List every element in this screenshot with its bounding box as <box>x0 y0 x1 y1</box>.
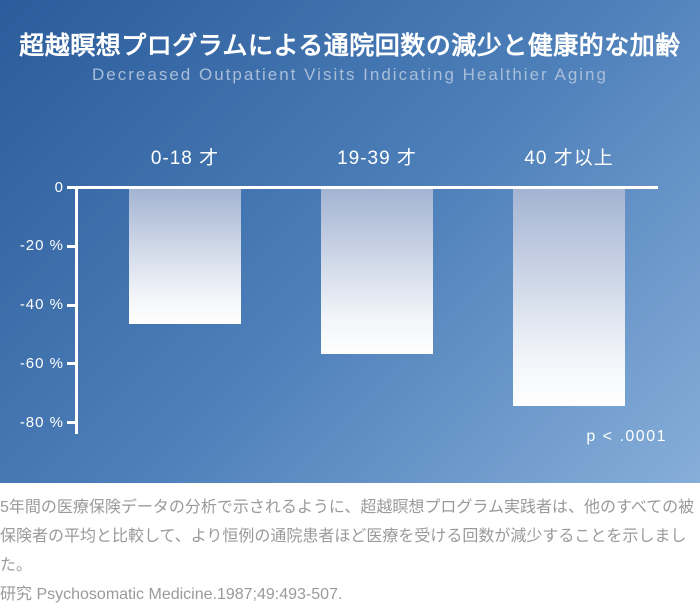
y-tick-label: -80 % <box>19 413 64 431</box>
y-tick <box>67 362 77 366</box>
bar <box>129 189 241 325</box>
p-value-annotation: p < .0001 <box>586 428 667 445</box>
y-tick-label: -40 % <box>19 296 64 313</box>
footer-reference-text: 研究 Psychosomatic Medicine.1987;49:493-50… <box>0 586 343 603</box>
y-tick-label: -60 % <box>19 354 64 372</box>
chart-subtitle: Decreased Outpatient Visits Indicating H… <box>92 65 608 84</box>
bar-column-label: 0-18 才 <box>150 148 220 169</box>
bar <box>321 189 433 354</box>
y-tick <box>67 303 77 307</box>
y-axis-line <box>75 186 78 434</box>
x-axis-zero-line <box>75 186 658 189</box>
bar-column-label: 19-39 才 <box>337 148 417 169</box>
chart-panel: 超越瞑想プログラムによる通院回数の減少と健康的な加齢 Decreased Out… <box>0 0 700 483</box>
y-tick-label: -20 % <box>19 237 64 255</box>
y-tick <box>67 421 77 424</box>
footer: 5年間の医療保険データの分析で示されるように、超越瞑想プログラム実践者は、他のす… <box>0 483 700 605</box>
y-tick-label: 0 <box>54 178 64 196</box>
y-tick <box>67 244 77 248</box>
bar <box>513 189 625 407</box>
bar-column-label: 40 才以上 <box>524 148 614 169</box>
chart-title: 超越瞑想プログラムによる通院回数の減少と健康的な加齢 <box>19 32 681 60</box>
y-tick <box>67 186 77 189</box>
footer-body-text: 5年間の医療保険データの分析で示されるように、超越瞑想プログラム実践者は、他のす… <box>0 499 695 574</box>
